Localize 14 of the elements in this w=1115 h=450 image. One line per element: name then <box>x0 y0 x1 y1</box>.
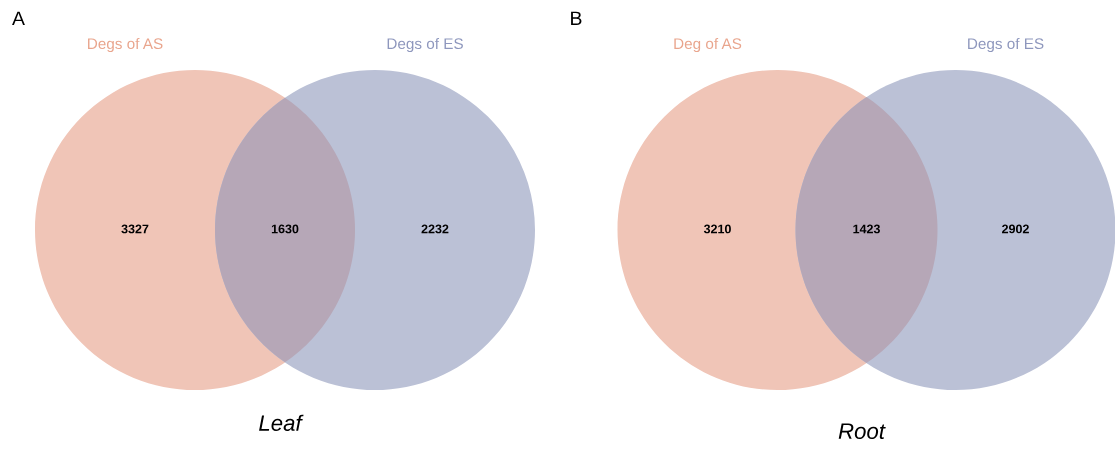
text: Root <box>838 423 886 439</box>
data-label: 3210 <box>703 224 731 234</box>
data-label: 1630 <box>271 224 299 234</box>
category-label: Degs of ES <box>387 37 463 53</box>
data-label: 2232 <box>421 224 449 234</box>
category-label: Degs of AS <box>88 37 163 53</box>
category-label: Deg of AS <box>674 37 742 53</box>
category-label: Degs of ES <box>968 37 1044 53</box>
data-label: 2902 <box>1002 224 1029 234</box>
text: Leaf <box>259 414 304 431</box>
text: B <box>571 11 582 26</box>
data-label: 3327 <box>121 224 149 234</box>
text: A <box>12 11 25 26</box>
data-label: 1423 <box>853 224 880 234</box>
